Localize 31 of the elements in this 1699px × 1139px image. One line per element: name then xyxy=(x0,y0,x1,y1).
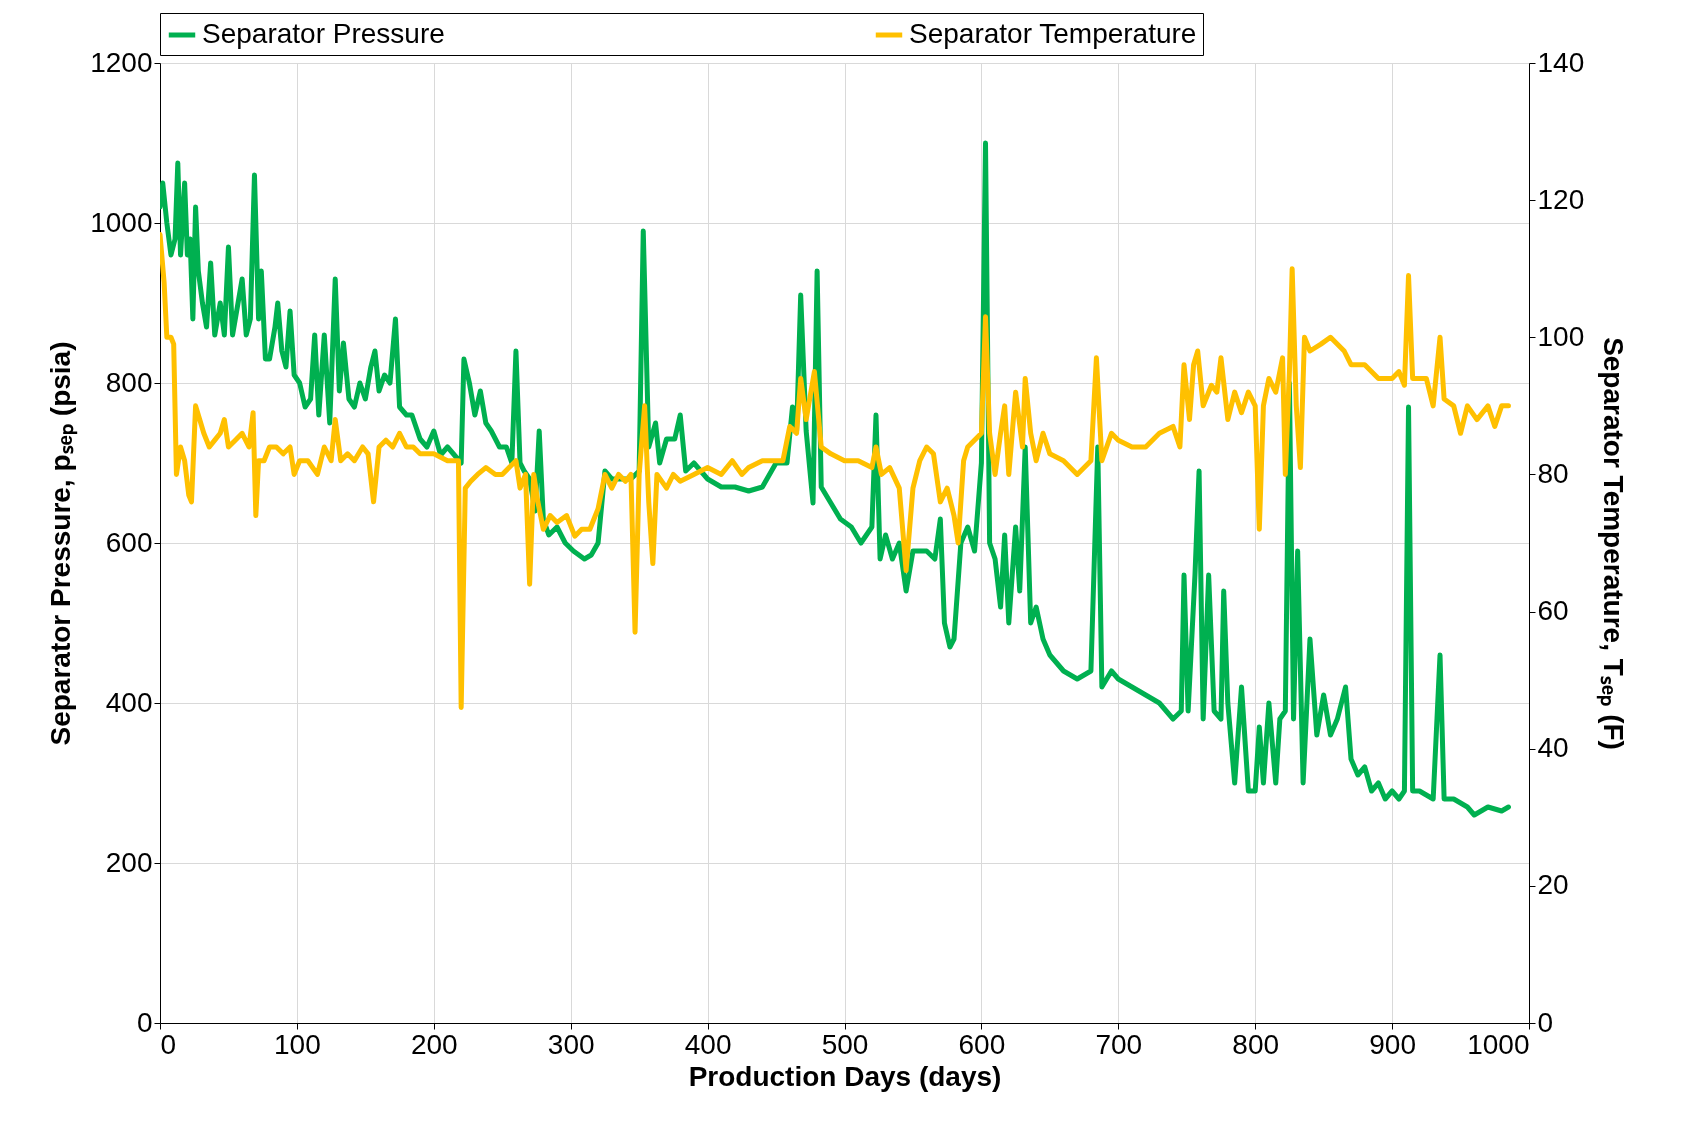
legend-label: Separator Temperature xyxy=(909,18,1197,49)
y2-tick-label: 120 xyxy=(1537,183,1585,215)
y2-tick-label: 80 xyxy=(1537,457,1569,489)
y2-tick-label: 20 xyxy=(1537,869,1569,901)
x-tick-label: 900 xyxy=(1369,1028,1416,1060)
y2-tick-label: 0 xyxy=(1537,1006,1554,1038)
x-tick-label: 300 xyxy=(547,1028,595,1060)
y-tick-label: 400 xyxy=(105,686,153,718)
legend-label: Separator Pressure xyxy=(202,18,445,49)
x-tick-label: 500 xyxy=(821,1028,869,1060)
y2-tick-label: 140 xyxy=(1537,46,1585,78)
y-tick-label: 600 xyxy=(105,526,153,558)
y-axis-title: Separator Pressure, pₛₑₚ (psia) xyxy=(45,341,79,746)
y2-axis-title: Separator Temperature, Tₛₑₚ (F) xyxy=(1596,337,1630,750)
x-tick-label: 400 xyxy=(684,1028,732,1060)
y-tick-label: 1200 xyxy=(90,46,153,78)
x-tick-label: 600 xyxy=(958,1028,1006,1060)
x-axis-title: Production Days (days) xyxy=(688,1060,1002,1092)
y2-tick-label: 40 xyxy=(1537,732,1569,764)
y-tick-label: 0 xyxy=(136,1006,153,1038)
y-tick-label: 800 xyxy=(105,366,153,398)
x-tick-label: 800 xyxy=(1232,1028,1280,1060)
y2-tick-label: 100 xyxy=(1537,320,1585,352)
x-tick-label: 100 xyxy=(274,1028,321,1060)
y-tick-label: 200 xyxy=(105,846,153,878)
x-tick-label: 0 xyxy=(160,1028,177,1060)
y-tick-label: 1000 xyxy=(90,206,153,238)
y2-tick-label: 60 xyxy=(1537,595,1569,627)
x-tick-label: 1000 xyxy=(1467,1028,1530,1060)
x-tick-label: 700 xyxy=(1095,1028,1143,1060)
x-tick-label: 200 xyxy=(410,1028,458,1060)
